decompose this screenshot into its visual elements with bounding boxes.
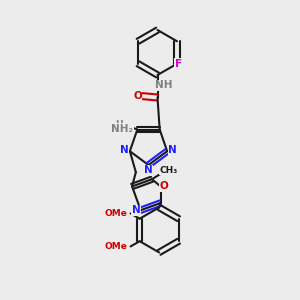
Text: N: N: [120, 145, 129, 155]
Text: N: N: [132, 205, 141, 215]
Text: OMe: OMe: [105, 209, 128, 218]
Text: O: O: [160, 182, 169, 191]
Text: H: H: [116, 120, 123, 129]
Text: N: N: [168, 145, 177, 155]
Text: F: F: [175, 59, 182, 69]
Text: N: N: [144, 165, 153, 176]
Text: NH: NH: [155, 80, 173, 91]
Text: CH₃: CH₃: [159, 166, 178, 175]
Text: OMe: OMe: [105, 242, 128, 251]
Text: NH₂: NH₂: [111, 124, 133, 134]
Text: O: O: [133, 91, 142, 101]
